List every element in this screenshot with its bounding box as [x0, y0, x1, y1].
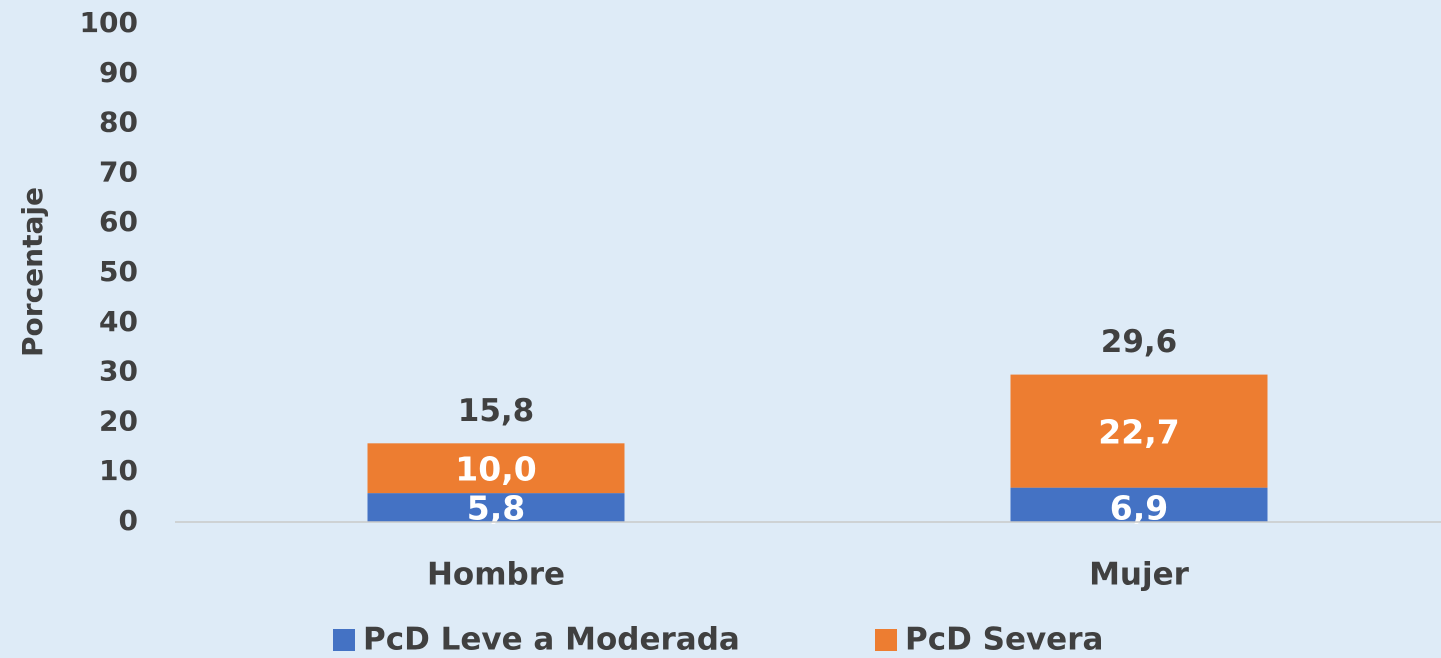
y-tick-label: 20: [99, 404, 138, 437]
y-tick-label: 10: [99, 454, 138, 487]
y-tick-label: 80: [99, 106, 138, 139]
legend-label: PcD Leve a Moderada: [363, 622, 740, 658]
y-tick-label: 100: [80, 6, 138, 39]
bar-segment: [367, 443, 625, 494]
total-label: 29,6: [1101, 324, 1178, 360]
legend-swatch: [875, 629, 897, 651]
x-tick-label: Mujer: [1089, 557, 1190, 593]
bar-segment: [367, 493, 625, 522]
legend-swatch: [333, 629, 355, 651]
y-tick-label: 30: [99, 355, 138, 388]
value-label: 10,0: [455, 450, 536, 489]
y-tick-label: 60: [99, 205, 138, 238]
y-tick-label: 50: [99, 255, 138, 288]
bar-segment: [1010, 487, 1268, 522]
value-label: 5,8: [467, 489, 525, 528]
y-tick-label: 40: [99, 305, 138, 338]
value-label: 22,7: [1098, 413, 1179, 452]
bar-segment: [1010, 374, 1268, 488]
y-tick-label: 90: [99, 56, 138, 89]
y-tick-label: 70: [99, 155, 138, 188]
y-tick-label: 0: [119, 504, 138, 537]
x-tick-label: Hombre: [427, 557, 565, 593]
value-label: 6,9: [1110, 489, 1168, 528]
y-axis-label: Porcentaje: [16, 187, 49, 357]
total-label: 15,8: [458, 393, 535, 429]
legend-label: PcD Severa: [905, 622, 1103, 658]
